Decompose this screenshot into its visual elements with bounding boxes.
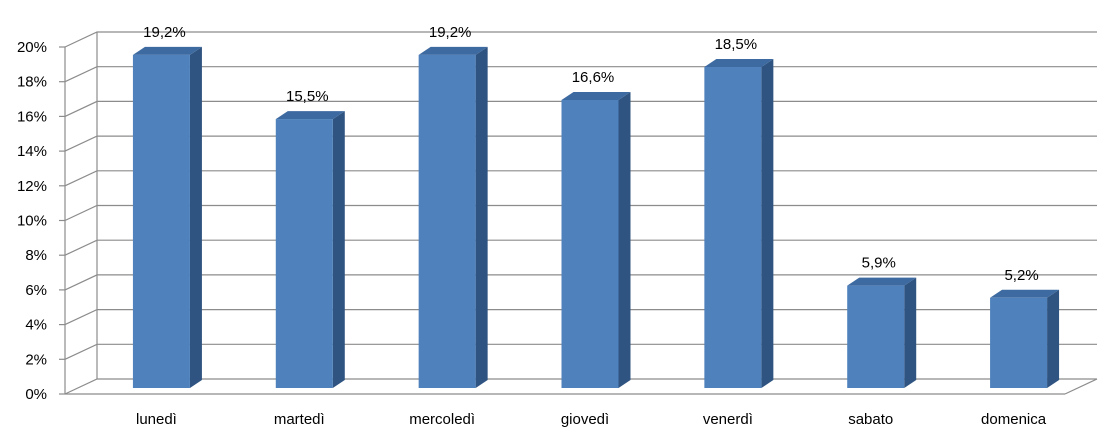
bar xyxy=(275,119,333,388)
bar xyxy=(990,297,1048,388)
x-tick-label: lunedì xyxy=(136,411,177,428)
bar-side xyxy=(1047,289,1060,388)
data-label: 18,5% xyxy=(715,36,758,53)
y-tick-label: 18% xyxy=(17,74,47,91)
x-tick-label: giovedì xyxy=(561,411,609,428)
x-tick-label: venerdì xyxy=(703,411,753,428)
bar-top xyxy=(132,46,202,55)
data-label: 5,2% xyxy=(1004,267,1038,284)
bar-side xyxy=(332,111,345,388)
axis-layer: 0% 2% 4% 6% 8% 10% 12% 14% 16% 18% 20% xyxy=(17,32,1098,403)
y-tick-label: 16% xyxy=(17,108,47,125)
y-tick-label: 0% xyxy=(25,386,47,403)
gridline xyxy=(64,31,1097,48)
y-tick-label: 4% xyxy=(25,317,47,334)
y-tick-label: 8% xyxy=(25,247,47,264)
bar-top xyxy=(704,59,774,68)
bar xyxy=(561,99,619,389)
x-tick-label: mercoledì xyxy=(409,411,475,428)
bar-side xyxy=(189,46,202,388)
bar-side xyxy=(618,91,631,389)
bars-layer xyxy=(132,46,1060,389)
floor-right-edge xyxy=(1064,378,1098,395)
bar-side xyxy=(761,59,774,389)
x-tick-label: domenica xyxy=(981,411,1047,428)
data-label: 16,6% xyxy=(572,69,615,86)
bar-top xyxy=(990,289,1060,298)
y-tick-label: 20% xyxy=(17,39,47,56)
y-tick-label: 14% xyxy=(17,143,47,160)
bar xyxy=(418,54,476,388)
data-label: 15,5% xyxy=(286,88,329,105)
bar-top xyxy=(561,91,631,100)
data-label: 5,9% xyxy=(862,255,896,272)
bar-top xyxy=(418,46,488,55)
y-tick-label: 10% xyxy=(17,213,47,230)
data-label: 19,2% xyxy=(143,24,186,41)
bar-side xyxy=(904,277,917,388)
bar xyxy=(847,285,905,388)
bar xyxy=(704,67,762,389)
labels-layer: 19,2% lunedì 15,5% martedì 19,2% mercoledì 16,… xyxy=(136,24,1047,428)
data-label: 19,2% xyxy=(429,24,472,41)
bar-top xyxy=(275,111,345,120)
bar-side xyxy=(475,46,488,388)
x-tick-label: martedì xyxy=(274,411,325,428)
x-tick-label: sabato xyxy=(848,411,893,428)
bar xyxy=(132,54,190,388)
y-tick-label: 6% xyxy=(25,282,47,299)
y-tick-label: 12% xyxy=(17,178,47,195)
y-tick-label: 2% xyxy=(25,351,47,368)
bar-top xyxy=(847,277,917,286)
